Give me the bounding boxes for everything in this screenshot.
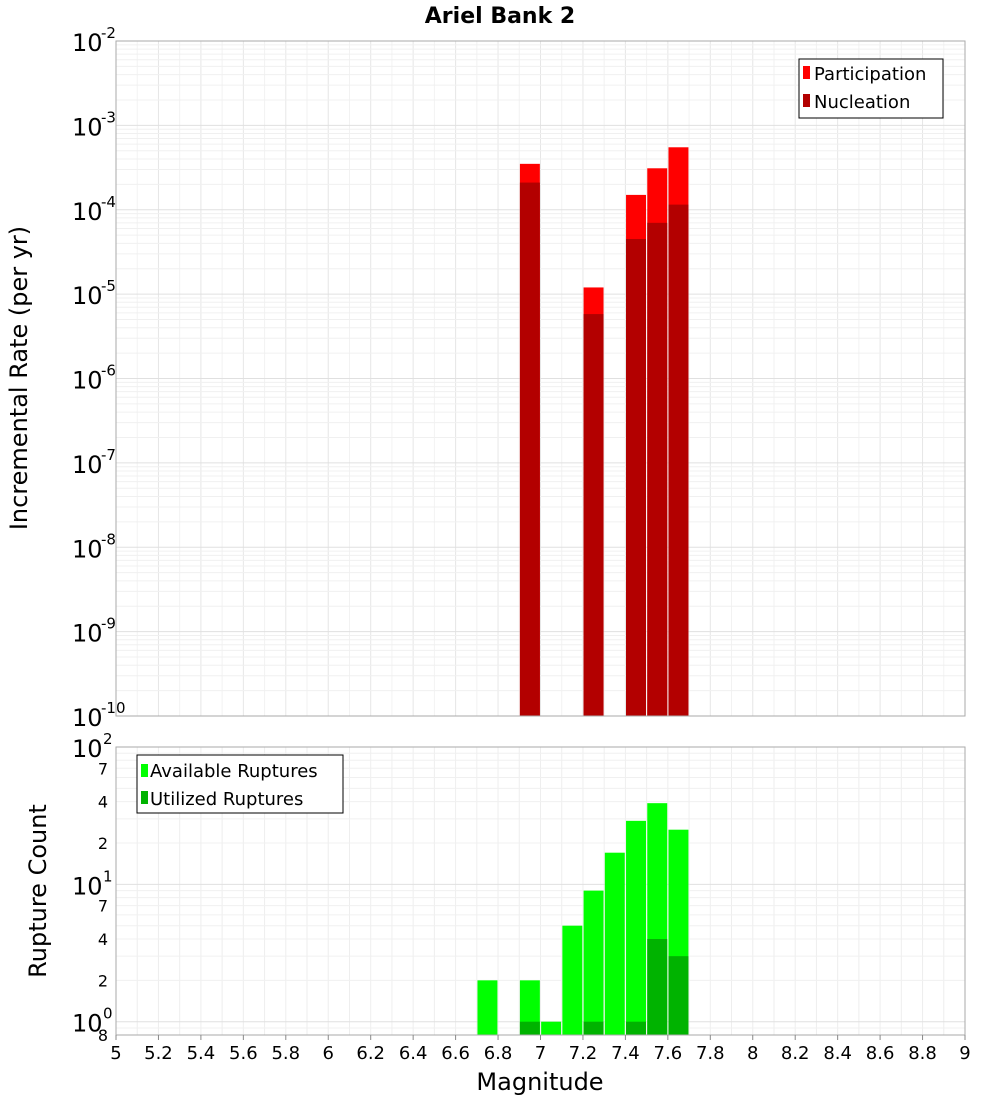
utilized-ruptures-bar bbox=[668, 956, 689, 1035]
x-tick-label: 5.4 bbox=[187, 1043, 216, 1064]
y-tick-label: 10 bbox=[72, 451, 103, 479]
top-y-axis-label: Incremental Rate (per yr) bbox=[5, 226, 33, 530]
y-tick-label: 10 bbox=[72, 367, 103, 395]
x-tick-label: 5.8 bbox=[271, 1043, 300, 1064]
y-minor-tick-label: 4 bbox=[98, 930, 108, 949]
y-minor-tick-label: 7 bbox=[98, 759, 108, 778]
top-legend-box bbox=[798, 58, 944, 119]
y-tick-label: 10 bbox=[72, 620, 103, 648]
legend-swatch-participation bbox=[803, 66, 810, 79]
x-tick-label: 9 bbox=[959, 1043, 970, 1064]
y-tick-label: 10 bbox=[72, 282, 103, 310]
x-tick-label: 6.8 bbox=[484, 1043, 513, 1064]
x-tick-label: 8.8 bbox=[908, 1043, 937, 1064]
x-tick-label: 7 bbox=[535, 1043, 546, 1064]
y-tick-label: 10 bbox=[72, 872, 103, 900]
nucleation-bar bbox=[583, 314, 604, 716]
utilized-ruptures-bar bbox=[647, 939, 668, 1035]
utilized-ruptures-bar bbox=[583, 1021, 604, 1035]
y-tick-label: 10 bbox=[72, 113, 103, 141]
y-tick-label: 10 bbox=[72, 704, 103, 732]
x-tick-label: 8.4 bbox=[823, 1043, 852, 1064]
x-tick-label: 8.2 bbox=[781, 1043, 810, 1064]
y-tick-label: 10 bbox=[72, 1010, 103, 1038]
y-tick-label: 10 bbox=[72, 535, 103, 563]
x-tick-label: 6.6 bbox=[441, 1043, 470, 1064]
legend-label-utilized: Utilized Ruptures bbox=[150, 789, 303, 810]
legend-label-available: Available Ruptures bbox=[150, 761, 318, 782]
bottom-y-axis-label: Rupture Count bbox=[24, 804, 52, 978]
y-tick-exponent: -10 bbox=[101, 699, 126, 717]
x-tick-label: 5.6 bbox=[229, 1043, 258, 1064]
x-tick-label: 7.6 bbox=[654, 1043, 683, 1064]
y-tick-exponent: -4 bbox=[101, 193, 116, 211]
y-tick-exponent: -7 bbox=[101, 446, 116, 464]
nucleation-bar bbox=[647, 222, 668, 716]
x-axis-label: Magnitude bbox=[476, 1068, 603, 1096]
chart-title: Ariel Bank 2 bbox=[425, 4, 575, 29]
y-tick-label: 10 bbox=[72, 29, 103, 57]
y-minor-tick-label: 8 bbox=[98, 1026, 108, 1045]
available-ruptures-bar bbox=[583, 890, 604, 1035]
legend-swatch-nucleation bbox=[803, 94, 810, 107]
legend-swatch-utilized bbox=[141, 791, 148, 804]
x-tick-label: 8 bbox=[747, 1043, 758, 1064]
legend-label-participation: Participation bbox=[814, 64, 926, 85]
x-tick-label: 6.2 bbox=[356, 1043, 385, 1064]
y-tick-exponent: -9 bbox=[101, 615, 116, 633]
x-tick-label: 5.2 bbox=[144, 1043, 173, 1064]
x-tick-label: 6 bbox=[323, 1043, 334, 1064]
utilized-ruptures-bar bbox=[519, 1021, 540, 1035]
available-ruptures-bar bbox=[562, 925, 583, 1035]
y-tick-exponent: -5 bbox=[101, 277, 116, 295]
top-grid bbox=[115, 41, 966, 717]
y-minor-tick-label: 4 bbox=[98, 793, 108, 812]
y-tick-label: 10 bbox=[72, 198, 103, 226]
y-tick-exponent: 2 bbox=[103, 730, 113, 748]
nucleation-bar bbox=[519, 182, 540, 716]
nucleation-bar bbox=[626, 239, 646, 716]
utilized-ruptures-bar bbox=[626, 1021, 646, 1035]
bottom-legend-box bbox=[136, 754, 344, 814]
available-ruptures-bar bbox=[541, 1021, 562, 1035]
legend-swatch-available bbox=[141, 764, 148, 777]
x-tick-label: 5 bbox=[110, 1043, 121, 1064]
top-y-ticks: 10-210-310-410-510-610-710-810-910-10 bbox=[72, 24, 126, 732]
top-plot-frame bbox=[115, 40, 966, 717]
y-tick-label: 10 bbox=[72, 735, 103, 763]
bottom-legend: Available Ruptures Utilized Ruptures bbox=[136, 754, 344, 814]
bottom-bars bbox=[477, 803, 689, 1035]
y-tick-exponent: 1 bbox=[103, 867, 113, 885]
available-ruptures-bar bbox=[626, 820, 646, 1035]
y-tick-exponent: -3 bbox=[101, 108, 116, 126]
y-tick-exponent: -8 bbox=[101, 530, 116, 548]
nucleation-bar bbox=[668, 204, 689, 717]
y-tick-exponent: 0 bbox=[103, 1005, 113, 1023]
available-ruptures-bar bbox=[604, 852, 625, 1035]
x-ticks: 5 5.2 5.4 5.6 5.8 6 6.2 6.4 6.6 6.8 7 7.2 7.4 7.6 7.8 8… bbox=[110, 1035, 971, 1064]
top-bars bbox=[519, 147, 689, 717]
available-ruptures-bar bbox=[519, 980, 540, 1035]
x-tick-label: 8.6 bbox=[866, 1043, 895, 1064]
y-tick-exponent: -2 bbox=[101, 24, 116, 42]
x-tick-label: 7.4 bbox=[611, 1043, 640, 1064]
x-tick-label: 7.8 bbox=[696, 1043, 725, 1064]
available-ruptures-bar bbox=[477, 980, 498, 1035]
x-tick-label: 7.2 bbox=[569, 1043, 598, 1064]
x-tick-label: 6.4 bbox=[399, 1043, 428, 1064]
y-minor-tick-label: 2 bbox=[98, 971, 108, 990]
top-legend: Participation Nucleation bbox=[798, 58, 944, 119]
y-minor-tick-label: 2 bbox=[98, 834, 108, 853]
y-minor-tick-label: 7 bbox=[98, 897, 108, 916]
y-tick-exponent: -6 bbox=[101, 362, 116, 380]
legend-label-nucleation: Nucleation bbox=[814, 92, 910, 113]
